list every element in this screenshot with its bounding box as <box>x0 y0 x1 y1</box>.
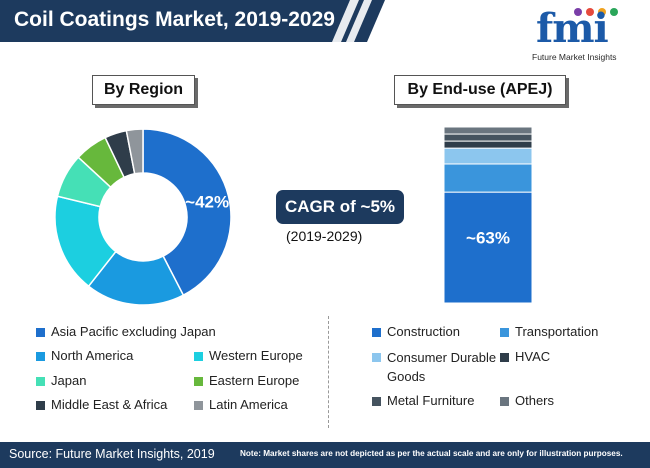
footer-bar: Source: Future Market Insights, 2019 Not… <box>0 442 650 468</box>
logo-dots-icon <box>574 8 618 16</box>
footer-source: Source: Future Market Insights, 2019 <box>9 447 215 461</box>
legend-swatch <box>500 353 509 362</box>
donut-slice-latin-america <box>125 128 144 175</box>
legend-swatch <box>500 397 509 406</box>
region-donut-chart: ~42% <box>54 128 232 306</box>
legend-swatch <box>36 352 45 361</box>
legend-swatch <box>500 328 509 337</box>
bar-segment-others <box>444 127 532 135</box>
bar-segment-consumer-durable-goods <box>444 147 532 165</box>
bar-data-label: ~63% <box>466 229 510 248</box>
legend-label: Japan <box>51 373 87 388</box>
legend-divider <box>328 316 329 428</box>
cagr-badge: CAGR of ~5% <box>276 190 404 224</box>
legend-label: HVAC <box>515 349 551 364</box>
region-chart-title: By Region <box>92 75 195 105</box>
legend-label: Western Europe <box>209 348 303 363</box>
cagr-period: (2019-2029) <box>286 228 363 244</box>
legend-label: Transportation <box>515 324 599 339</box>
bar-segment-transportation <box>444 163 532 193</box>
legend-swatch <box>194 377 203 386</box>
title-banner-shape <box>0 0 385 42</box>
legend-swatch <box>372 353 381 362</box>
legend-swatch <box>36 401 45 410</box>
legend-label: Construction <box>387 324 460 339</box>
legend-label: Middle East & Africa <box>51 397 168 412</box>
legend-label: Metal Furniture <box>387 393 475 408</box>
legend-label: Asia Pacific excluding Japan <box>51 324 216 339</box>
legend-swatch <box>36 377 45 386</box>
legend-swatch <box>194 401 203 410</box>
legend-swatch <box>194 352 203 361</box>
donut-slice-asia-pacific-excluding-japan <box>142 128 232 297</box>
bar-segment-hvac <box>444 140 532 149</box>
footer-note: Note: Market shares are not depicted as … <box>240 449 623 458</box>
legend-label: Latin America <box>209 397 288 412</box>
page-title: Coil Coatings Market, 2019-2029 <box>14 8 335 31</box>
bar-segment-metal-furniture <box>444 133 532 142</box>
legend-swatch <box>372 328 381 337</box>
legend-label: North America <box>51 348 134 363</box>
logo-letters: fmi <box>536 5 609 52</box>
donut-data-label: ~42% <box>185 192 229 211</box>
logo-tagline: Future Market Insights <box>532 52 617 62</box>
enduse-chart-title: By End-use (APEJ) <box>394 75 566 105</box>
fmi-logo: fmi Future Market Insights <box>530 4 644 62</box>
legend-label: Others <box>515 393 555 408</box>
legend-swatch <box>36 328 45 337</box>
bar-segment-construction <box>444 191 532 303</box>
legend-swatch <box>372 397 381 406</box>
legend-label: Consumer Durable Goods <box>387 350 497 384</box>
enduse-stacked-bar: ~63% <box>444 127 532 303</box>
title-banner: Coil Coatings Market, 2019-2029 <box>0 0 385 42</box>
legend-label: Eastern Europe <box>209 373 300 388</box>
